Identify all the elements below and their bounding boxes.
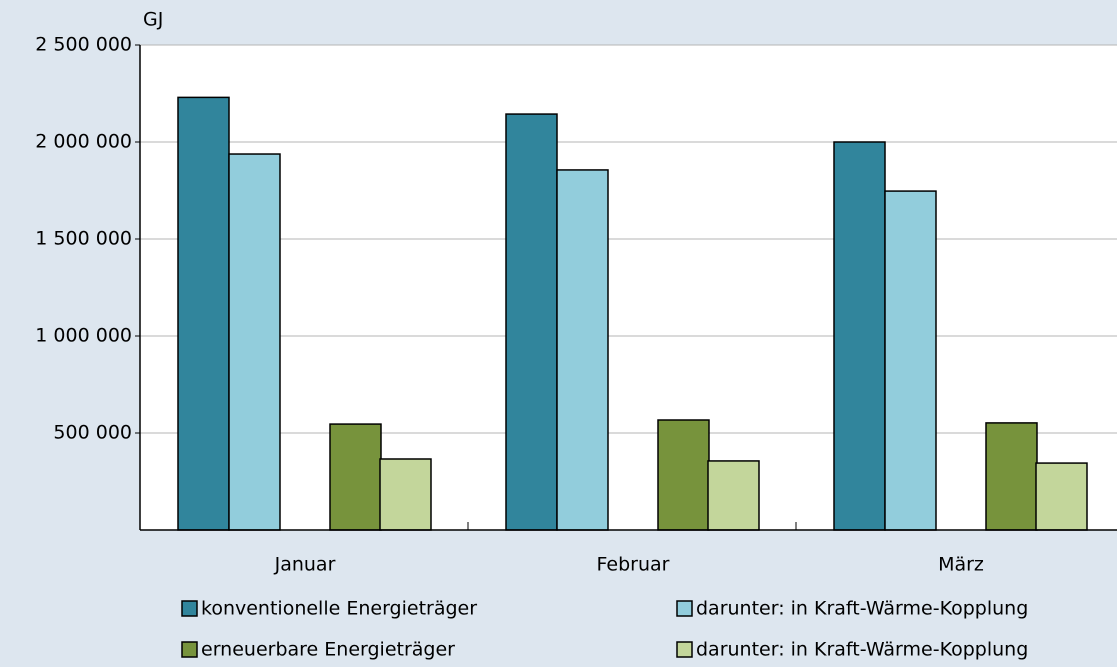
y-tick-label: 500 000 <box>53 422 132 444</box>
legend-swatch <box>676 641 693 658</box>
unit-label: GJ <box>143 9 163 31</box>
legend-label: darunter: in Kraft-Wärme-Kopplung <box>696 639 1028 661</box>
bar <box>884 190 937 531</box>
legend-swatch <box>676 600 693 617</box>
y-tick-label: 2 000 000 <box>35 131 132 153</box>
y-tick-label: 1 500 000 <box>35 228 132 250</box>
bar <box>329 423 382 531</box>
bar <box>177 96 230 531</box>
legend-swatch <box>181 600 198 617</box>
legend-swatch <box>181 641 198 658</box>
grid <box>140 44 1117 434</box>
bar <box>379 458 432 531</box>
plot-area <box>140 45 1117 530</box>
legend-label: darunter: in Kraft-Wärme-Kopplung <box>696 598 1028 620</box>
bar <box>556 169 609 531</box>
legend-label: erneuerbare Energieträger <box>201 639 455 661</box>
bar <box>833 141 886 531</box>
y-tick-label: 2 500 000 <box>35 34 132 56</box>
bar <box>707 460 760 531</box>
x-tick-label: März <box>938 554 984 576</box>
x-tick-label: Februar <box>597 554 670 576</box>
x-tick-label: Januar <box>274 554 336 576</box>
bar <box>1035 462 1088 531</box>
bars <box>177 96 1088 531</box>
bar <box>228 153 281 531</box>
bar <box>505 113 558 531</box>
legend-label: konventionelle Energieträger <box>201 598 477 620</box>
bar <box>657 419 710 531</box>
y-tick-label: 1 000 000 <box>35 325 132 347</box>
bar <box>985 422 1038 531</box>
